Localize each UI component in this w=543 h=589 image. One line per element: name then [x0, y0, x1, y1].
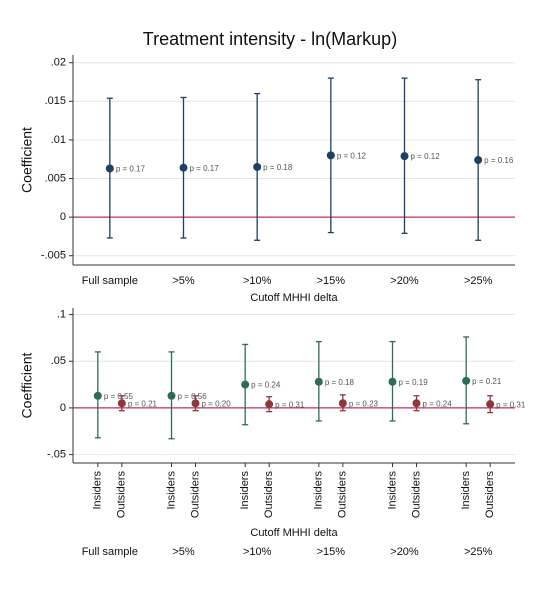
x-tick-label: >10%: [243, 275, 272, 287]
x-subtick-label: Outsiders: [484, 471, 496, 519]
p-value-label: p = 0.24: [423, 399, 453, 408]
y-tick-label: 0: [60, 211, 66, 223]
p-value-label: p = 0.31: [496, 400, 526, 409]
p-value-label: p = 0.23: [349, 399, 379, 408]
point: [191, 399, 200, 408]
point: [167, 391, 176, 400]
point: [338, 399, 347, 408]
x-axis-title: Cutoff MHHI delta: [250, 527, 338, 539]
x-subtick-label: Outsiders: [189, 471, 201, 519]
p-value-label: p = 0.17: [116, 165, 146, 174]
x-tick-label: >5%: [172, 275, 195, 287]
point: [105, 164, 114, 173]
p-value-label: p = 0.12: [411, 152, 441, 161]
x-subtick-label: Insiders: [386, 471, 398, 510]
x-subtick-label: Insiders: [92, 471, 104, 510]
x-tick-label: >20%: [390, 275, 419, 287]
y-tick-label: .005: [45, 172, 66, 184]
x-subtick-label: Insiders: [460, 471, 472, 510]
x-tick-label: >15%: [317, 275, 346, 287]
p-value-label: p = 0.56: [178, 392, 208, 401]
point: [486, 400, 495, 409]
y-axis-title: Coefficient: [19, 352, 35, 418]
y-axis-title: Coefficient: [19, 127, 35, 193]
x-tick-label: >20%: [390, 546, 419, 558]
p-value-label: p = 0.21: [472, 377, 502, 386]
point: [462, 376, 471, 385]
x-subtick-label: Outsiders: [410, 471, 422, 519]
x-subtick-label: Outsiders: [116, 471, 128, 519]
p-value-label: p = 0.20: [202, 399, 232, 408]
p-value-label: p = 0.19: [399, 378, 429, 387]
x-axis-title: Cutoff MHHI delta: [250, 292, 338, 304]
x-tick-label: >25%: [464, 546, 493, 558]
point: [388, 377, 397, 386]
y-tick-label: .02: [51, 57, 66, 69]
p-value-label: p = 0.12: [337, 151, 367, 160]
p-value-label: p = 0.16: [484, 156, 514, 165]
y-tick-label: .01: [51, 134, 66, 146]
p-value-label: p = 0.55: [104, 392, 134, 401]
x-tick-label: >5%: [172, 546, 195, 558]
point: [93, 391, 102, 400]
p-value-label: p = 0.18: [325, 378, 355, 387]
point: [253, 162, 262, 171]
y-tick-label: .1: [57, 308, 66, 320]
p-value-label: p = 0.24: [251, 381, 281, 390]
x-subtick-label: Outsiders: [337, 471, 349, 519]
point: [117, 399, 126, 408]
y-tick-label: 0: [60, 402, 66, 414]
point: [474, 156, 483, 164]
point: [412, 399, 421, 408]
y-tick-label: .05: [51, 355, 66, 367]
point: [179, 163, 188, 172]
point: [314, 377, 323, 386]
point: [265, 400, 274, 409]
y-tick-label: -.05: [47, 449, 66, 461]
p-value-label: p = 0.21: [128, 399, 158, 408]
point: [326, 151, 335, 160]
x-tick-label: >15%: [317, 546, 346, 558]
x-subtick-label: Insiders: [165, 471, 177, 510]
point: [241, 380, 250, 389]
y-tick-label: -.005: [41, 250, 66, 262]
p-value-label: p = 0.18: [263, 163, 293, 172]
p-value-label: p = 0.31: [275, 400, 305, 409]
x-subtick-label: Insiders: [313, 471, 325, 510]
y-tick-label: .015: [45, 95, 66, 107]
chart-title: Treatment intensity - ln(Markup): [143, 29, 397, 49]
x-tick-label: Full sample: [82, 546, 138, 558]
x-tick-label: Full sample: [82, 275, 138, 287]
x-tick-label: >25%: [464, 275, 493, 287]
x-subtick-label: Insiders: [239, 471, 251, 510]
x-subtick-label: Outsiders: [263, 471, 275, 519]
point: [400, 152, 409, 161]
x-tick-label: >10%: [243, 546, 272, 558]
p-value-label: p = 0.17: [190, 164, 220, 173]
